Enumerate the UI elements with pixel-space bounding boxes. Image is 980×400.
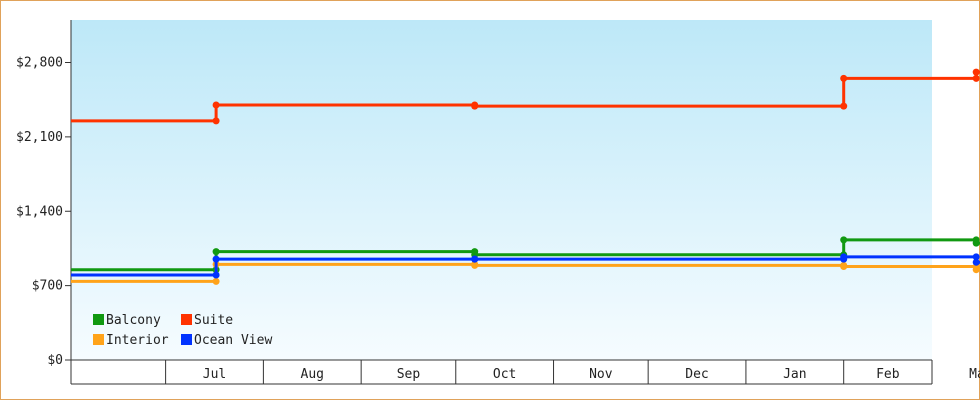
data-point <box>212 255 220 263</box>
legend-label: Suite <box>194 313 233 328</box>
x-tick-label: Nov <box>589 367 613 382</box>
data-point <box>212 271 220 279</box>
legend-label: Ocean View <box>194 333 272 348</box>
x-axis: JulAugSepOctNovDecJanFebMarAprMayJunJulA… <box>70 359 980 385</box>
data-point <box>212 277 220 285</box>
data-point <box>212 248 220 256</box>
y-tick-label: $700 <box>32 279 63 294</box>
legend-label: Interior <box>106 333 169 348</box>
data-point <box>212 101 220 109</box>
x-tick-label: Mar <box>969 367 980 382</box>
series-line <box>71 262 980 283</box>
data-point <box>471 102 479 110</box>
data-point <box>972 266 980 274</box>
x-tick-label: Oct <box>493 367 516 382</box>
plot-background <box>71 20 932 360</box>
legend-label: Balcony <box>106 313 161 328</box>
legend-swatch <box>93 314 104 325</box>
data-point <box>840 236 848 244</box>
data-point <box>840 74 848 82</box>
data-point <box>840 263 848 270</box>
x-tick-label: Jan <box>783 367 806 382</box>
x-tick-label: Dec <box>685 367 708 382</box>
data-point <box>840 102 848 110</box>
legend-swatch <box>181 334 192 345</box>
data-point <box>471 261 479 269</box>
legend: Balcony Suite Interior Ocean View <box>93 313 272 348</box>
data-point <box>212 117 220 125</box>
series-line <box>71 255 980 277</box>
data-point <box>972 253 980 261</box>
x-tick-label: Feb <box>876 367 900 382</box>
series-lines <box>71 68 980 285</box>
data-point <box>972 68 980 76</box>
data-point <box>471 255 479 263</box>
y-tick-label: $1,400 <box>16 204 63 219</box>
y-tick-label: $2,800 <box>16 56 63 71</box>
y-tick-label: $2,100 <box>16 130 63 145</box>
x-tick-label: Aug <box>301 367 324 382</box>
x-tick-label: Sep <box>397 367 421 382</box>
data-point <box>972 258 980 266</box>
y-axis: $0 $700 $1,400 $2,100 $2,800 <box>16 20 72 382</box>
y-tick-label: $0 <box>47 353 63 368</box>
legend-swatch <box>93 334 104 345</box>
x-tick-label: Jul <box>203 367 226 382</box>
data-point <box>972 74 980 82</box>
legend-swatch <box>181 314 192 325</box>
data-point <box>840 253 848 261</box>
data-point <box>972 239 980 247</box>
